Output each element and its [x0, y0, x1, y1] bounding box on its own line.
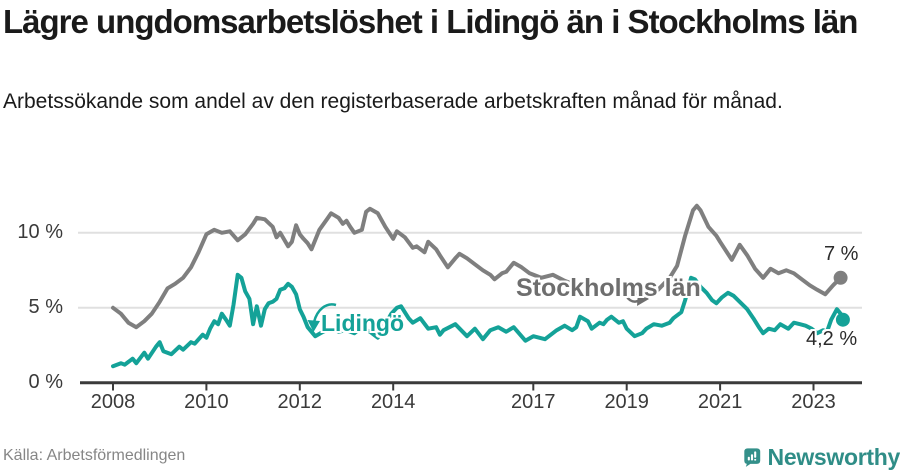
y-tick-label: 10 %: [17, 220, 63, 243]
page-title: Lägre ungdomsarbetslöshet i Lidingö än i…: [3, 3, 858, 40]
end-value-lidingo: 4,2 %: [806, 328, 858, 350]
x-tick-label: 2017: [511, 391, 556, 413]
end-value-stockholms-lan: 7 %: [824, 243, 859, 265]
series-label-lidingo: Lidingö: [321, 310, 405, 336]
source-note: Källa: Arbetsförmedlingen: [3, 447, 186, 464]
chart-subtitle: Arbetssökande som andel av den registerb…: [3, 90, 783, 113]
y-tick-label: 0 %: [28, 370, 63, 393]
newsworthy-logo[interactable]: Newsworthy: [744, 441, 900, 474]
x-tick-label: 2021: [697, 391, 743, 413]
x-tick-label: 2023: [791, 391, 836, 413]
x-tick-label: 2019: [604, 391, 649, 413]
series-label-stockholms-lan: Stockholms län: [516, 274, 701, 302]
y-tick-label: 5 %: [28, 295, 63, 318]
x-tick-label: 2010: [184, 391, 229, 413]
newsworthy-wordmark: Newsworthy: [767, 444, 900, 470]
chart-canvas: [78, 203, 862, 391]
newsworthy-bubble-chart-icon: [744, 448, 761, 467]
x-tick-label: 2012: [277, 391, 323, 413]
x-tick-label: 2014: [370, 391, 416, 413]
x-tick-label: 2008: [90, 391, 136, 413]
